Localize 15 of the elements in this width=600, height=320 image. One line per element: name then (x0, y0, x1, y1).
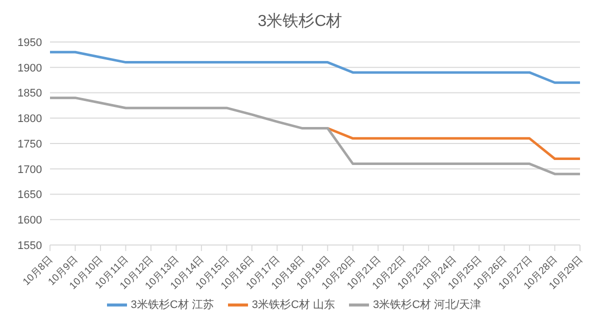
y-tick-label: 1650 (18, 189, 42, 202)
line-series (48, 50, 582, 84)
y-tick-label: 1550 (18, 240, 42, 252)
y-tick-label: 1950 (18, 36, 42, 49)
legend-label: 3米铁杉C材 江苏 (130, 298, 214, 312)
y-tick-label: 1700 (18, 164, 42, 176)
y-tick-label: 1850 (18, 88, 42, 100)
y-tick-label: 1800 (18, 113, 42, 126)
legend-label: 3米铁杉C材 山东 (252, 298, 336, 312)
y-tick-label: 1600 (18, 214, 42, 227)
line-series (48, 96, 582, 176)
chart-title: 3米铁杉C材 (256, 12, 344, 32)
legend-label: 3米铁杉C材 河北/天津 (373, 298, 482, 312)
y-tick-label: 1900 (18, 62, 42, 74)
y-tick-label: 1750 (18, 138, 42, 150)
